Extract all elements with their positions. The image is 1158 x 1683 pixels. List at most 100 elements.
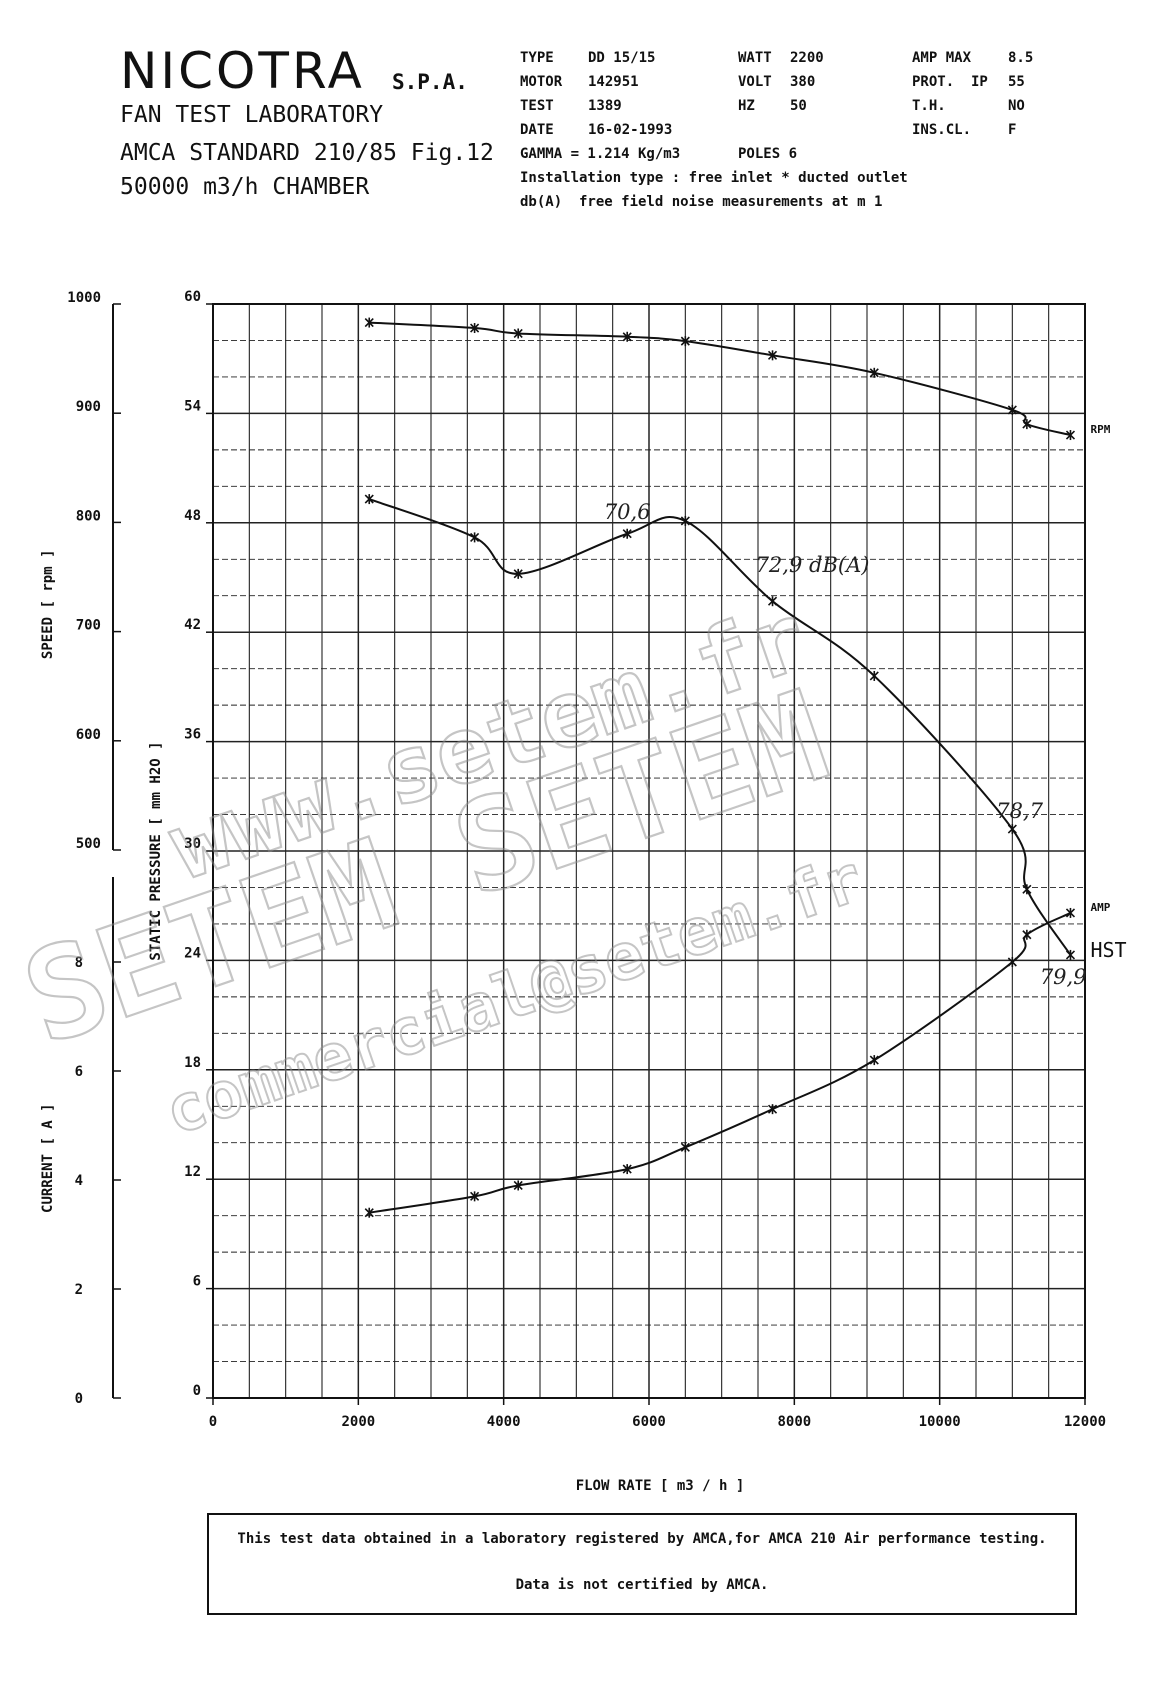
speed-tick-label: 600 xyxy=(76,727,101,743)
rpm-point xyxy=(470,323,480,334)
spec-prot-value: 55 xyxy=(1008,74,1025,90)
amp-point xyxy=(1065,907,1076,918)
x-tick-label: 4000 xyxy=(487,1414,521,1430)
x-tick-label: 2000 xyxy=(341,1414,375,1430)
spec-type-label: TYPE xyxy=(520,50,554,66)
pressure-tick-label: 24 xyxy=(184,945,201,961)
current-tick-label: 4 xyxy=(75,1173,83,1189)
hst-point xyxy=(1065,949,1076,960)
chamber-info: 50000 m3/h CHAMBER xyxy=(120,174,370,200)
amp-point xyxy=(767,1104,778,1115)
certification-note: This test data obtained in a laboratory … xyxy=(207,1513,1077,1615)
spec-motor-value: 142951 xyxy=(588,74,639,90)
hst-label: HST xyxy=(1090,938,1126,962)
spec-th-label: T.H. xyxy=(912,98,946,114)
rpm-label: RPM xyxy=(1090,423,1110,436)
chart-curves: RPM AMP HST 70,6 72,9 dB(A) 78,7 79,9 xyxy=(364,317,1127,1218)
spec-hz-label: HZ xyxy=(738,98,755,114)
note-line-1: This test data obtained in a laboratory … xyxy=(237,1531,1047,1547)
spec-prot-label: PROT. IP xyxy=(912,74,988,90)
spec-ampmax-label: AMP MAX xyxy=(912,50,972,66)
note-line-2: Data is not certified by AMCA. xyxy=(515,1577,769,1593)
speed-tick-label: 700 xyxy=(76,618,101,634)
x-tick-label: 6000 xyxy=(632,1414,666,1430)
speed-tick-label: 800 xyxy=(76,508,101,524)
hst-point xyxy=(680,515,690,526)
pressure-tick-label: 6 xyxy=(193,1274,201,1290)
pressure-tick-label: 54 xyxy=(184,398,201,414)
spec-ampmax-value: 8.5 xyxy=(1008,50,1034,66)
pressure-tick-label: 0 xyxy=(193,1383,201,1399)
hst-point xyxy=(622,528,632,539)
pressure-tick-label: 60 xyxy=(184,289,201,305)
hst-curve xyxy=(368,498,1072,956)
pressure-axis-label: STATIC PRESSURE [ mm H2O ] xyxy=(148,741,164,960)
current-tick-label: 6 xyxy=(75,1064,83,1080)
pressure-tick-label: 30 xyxy=(184,836,201,852)
hst-point xyxy=(767,596,778,607)
amp-point xyxy=(364,1207,374,1218)
amp-point xyxy=(1007,957,1017,967)
pressure-tick-label: 48 xyxy=(184,508,201,524)
rpm-point xyxy=(869,367,879,378)
amp-curve xyxy=(369,912,1071,1214)
spec-inscl-label: INS.CL. xyxy=(912,122,972,138)
noise-annotation: 79,9 xyxy=(1040,965,1087,989)
rpm-point xyxy=(1022,419,1032,430)
spec-volt-value: 380 xyxy=(790,74,816,90)
spec-watt-label: WATT xyxy=(738,50,772,66)
hst-point xyxy=(1007,824,1017,835)
spec-th-value: NO xyxy=(1008,98,1025,114)
rpm-point xyxy=(622,331,632,342)
spec-watt-value: 2200 xyxy=(790,50,824,66)
noise-annotation: 72,9 dB(A) xyxy=(756,553,870,577)
speed-tick-label: 1000 xyxy=(67,290,101,306)
spec-gamma: GAMMA = 1.214 Kg/m3 xyxy=(520,146,681,162)
rpm-curve xyxy=(369,321,1071,437)
hst-point xyxy=(513,568,523,579)
spec-motor-label: MOTOR xyxy=(520,74,563,90)
spec-poles: POLES 6 xyxy=(738,146,798,162)
spec-date-label: DATE xyxy=(520,122,554,138)
x-tick-label: 10000 xyxy=(919,1414,961,1430)
x-tick-label: 12000 xyxy=(1064,1414,1106,1430)
brand-name: NICOTRA xyxy=(120,42,365,100)
spec-inscl-value: F xyxy=(1008,122,1017,138)
pressure-tick-label: 36 xyxy=(184,727,201,743)
speed-axis-label: SPEED [ rpm ] xyxy=(40,550,56,660)
amp-point xyxy=(470,1191,480,1202)
pressure-tick-label: 42 xyxy=(184,617,201,633)
rpm-point xyxy=(1007,404,1017,415)
current-axis-label: CURRENT [ A ] xyxy=(40,1103,56,1213)
rpm-point xyxy=(1065,430,1076,441)
chart-grid xyxy=(212,303,1086,1399)
lab-name: FAN TEST LABORATORY xyxy=(120,102,384,128)
x-tick-label: 8000 xyxy=(777,1414,811,1430)
spec-hz-value: 50 xyxy=(790,98,807,114)
noise-annotation: 70,6 xyxy=(604,500,651,524)
current-tick-label: 2 xyxy=(75,1282,83,1298)
brand-suffix: S.P.A. xyxy=(392,70,468,94)
x-axis-label: FLOW RATE [ m3 / h ] xyxy=(576,1478,745,1494)
installation-type: Installation type : free inlet * ducted … xyxy=(520,170,908,186)
noise-annotation: 78,7 xyxy=(996,799,1043,823)
spec-date-value: 16-02-1993 xyxy=(588,122,673,138)
pressure-tick-label: 18 xyxy=(184,1055,201,1071)
standard-ref: AMCA STANDARD 210/85 Fig.12 xyxy=(120,140,494,166)
spec-volt-label: VOLT xyxy=(738,74,772,90)
rpm-point xyxy=(513,328,523,339)
noise-note: db(A) free field noise measurements at m… xyxy=(520,194,883,210)
rpm-point xyxy=(767,350,778,361)
current-tick-label: 0 xyxy=(75,1391,83,1407)
amp-point xyxy=(622,1164,632,1175)
amp-point xyxy=(1022,929,1032,940)
hst-point xyxy=(1022,884,1032,895)
rpm-point xyxy=(680,336,690,347)
speed-tick-label: 500 xyxy=(76,836,101,852)
amp-label: AMP xyxy=(1090,901,1110,914)
amp-point xyxy=(680,1142,690,1153)
amp-point xyxy=(513,1180,523,1191)
